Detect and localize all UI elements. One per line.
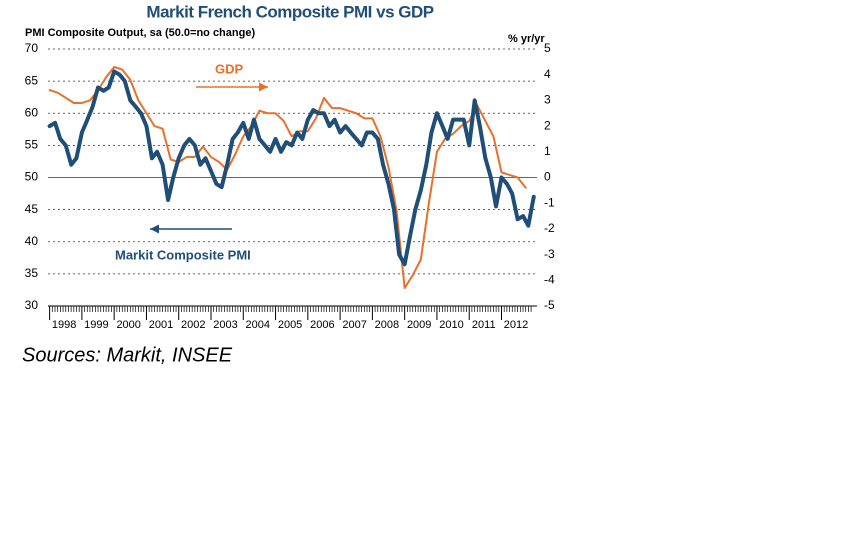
- x-tick-label: 2012: [504, 319, 528, 331]
- x-tick-label: 2003: [213, 319, 237, 331]
- y-axis-label: PMI Composite Output, sa (50.0=no change…: [25, 27, 255, 39]
- y2-tick-label: 3: [544, 93, 551, 107]
- x-tick-label: 2002: [181, 319, 205, 331]
- y2-tick-label: 5: [544, 41, 551, 55]
- x-tick-label: 2001: [149, 319, 173, 331]
- x-tick-label: 2006: [310, 319, 334, 331]
- y2-tick-label: -4: [544, 272, 555, 286]
- gdp-annotation: GDP: [215, 61, 244, 76]
- chart-title: Markit French Composite PMI vs GDP: [146, 2, 433, 21]
- x-tick-label: 2009: [407, 319, 431, 331]
- y2-axis-label: % yr/yr: [508, 33, 545, 45]
- y2-tick-label: 2: [544, 118, 551, 132]
- y2-tick-label: -1: [544, 195, 555, 209]
- x-tick-label: 1999: [84, 319, 108, 331]
- y-tick-label: 50: [25, 170, 39, 184]
- y-tick-label: 55: [25, 138, 39, 152]
- x-tick-label: 2000: [116, 319, 140, 331]
- y-tick-label: 45: [25, 202, 39, 216]
- x-tick-label: 2008: [375, 319, 399, 331]
- x-tick-label: 2004: [246, 319, 270, 331]
- x-tick-label: 2005: [278, 319, 302, 331]
- y2-tick-label: 4: [544, 67, 551, 81]
- x-tick-label: 1998: [52, 319, 76, 331]
- y-tick-label: 65: [25, 73, 39, 87]
- y2-tick-label: -5: [544, 298, 555, 312]
- source-note: Sources: Markit, INSEE: [22, 344, 233, 366]
- y-tick-label: 35: [25, 266, 39, 280]
- pmi-line: [47, 69, 536, 267]
- pmi-annotation: Markit Composite PMI: [115, 247, 251, 262]
- y-tick-label: 30: [25, 298, 39, 312]
- y2-tick-label: -3: [544, 247, 555, 261]
- y2-tick-label: -2: [544, 221, 555, 235]
- x-tick-label: 2010: [439, 319, 463, 331]
- y-tick-label: 40: [25, 234, 39, 248]
- y2-tick-label: 0: [544, 170, 551, 184]
- x-tick-label: 2011: [472, 319, 496, 331]
- y2-tick-label: 1: [544, 144, 551, 158]
- y-tick-label: 60: [25, 105, 39, 119]
- x-tick-label: 2007: [342, 319, 366, 331]
- y-tick-label: 70: [25, 41, 39, 55]
